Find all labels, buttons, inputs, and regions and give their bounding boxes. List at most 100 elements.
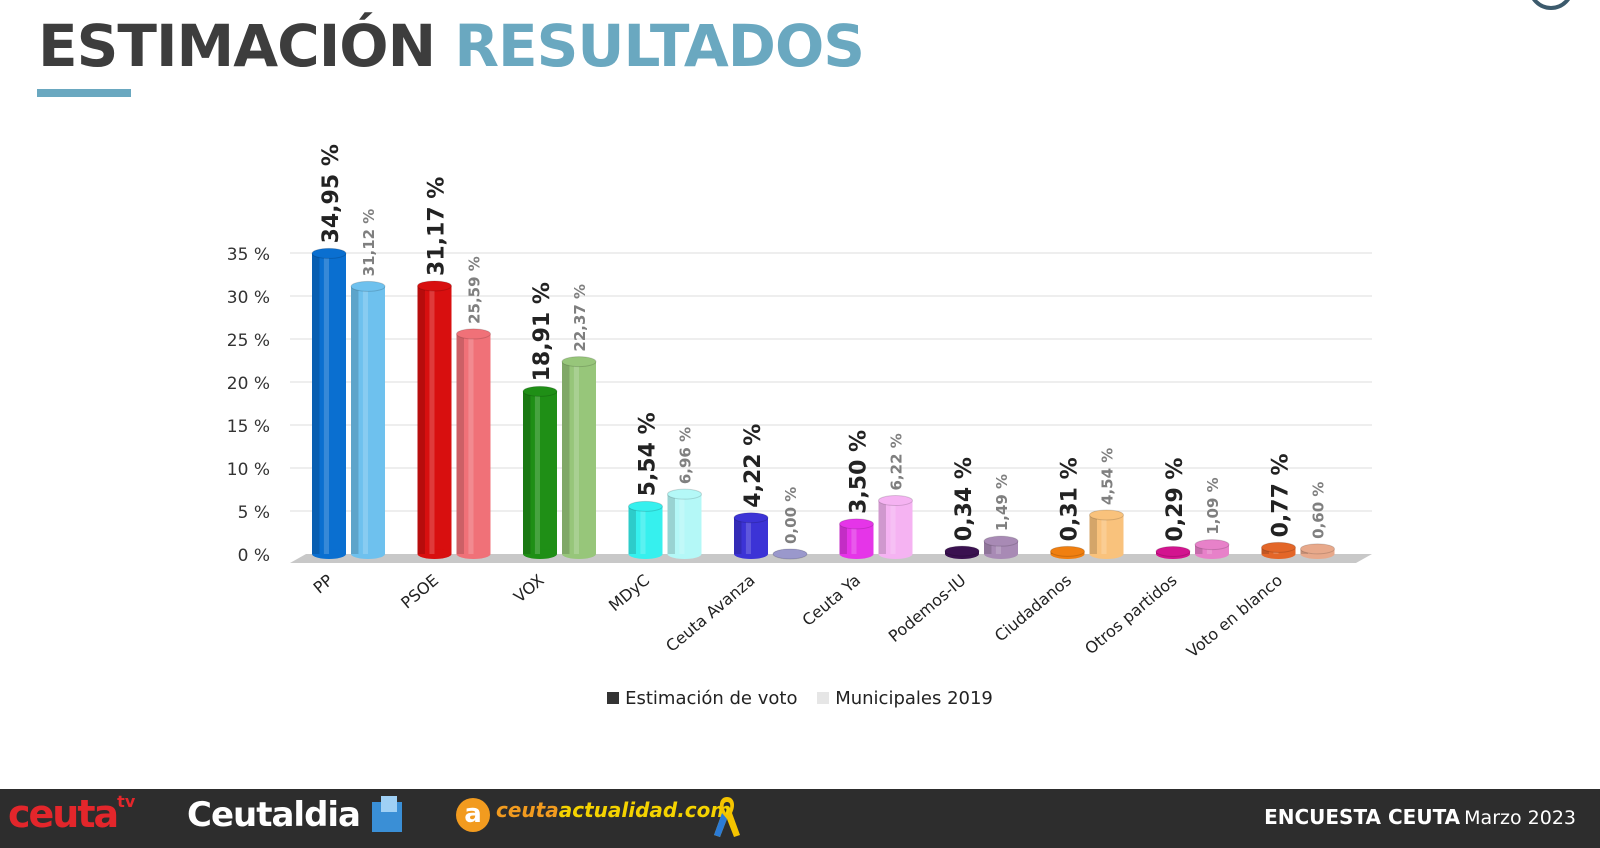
bar-estimacion-shade xyxy=(417,285,425,554)
bar-estimacion xyxy=(1261,541,1296,559)
bar-municipales-top xyxy=(456,328,491,340)
data-label-municipales: 4,54 % xyxy=(1099,448,1117,505)
bar-municipales xyxy=(983,535,1019,559)
bar-municipales-base xyxy=(667,549,702,559)
data-label-municipales: 1,49 % xyxy=(993,474,1011,531)
data-label-estimacion: 0,34 % xyxy=(952,457,977,541)
y-tick-label: 0 % xyxy=(238,546,270,566)
bar-municipales-base xyxy=(1195,549,1229,559)
ceuta-tv-logo: ceutatv xyxy=(8,792,135,836)
bar-municipales-base xyxy=(984,549,1018,559)
bar-estimacion-top xyxy=(733,512,769,524)
y-tick-label: 30 % xyxy=(227,288,270,308)
bar-municipales xyxy=(772,548,808,560)
bar-municipales-shade xyxy=(878,500,886,554)
bar-estimacion-shade xyxy=(1261,547,1269,554)
y-tick-label: 10 % xyxy=(227,460,270,480)
data-label-estimacion: 0,29 % xyxy=(1163,458,1188,542)
bar-estimacion-highlight xyxy=(534,391,540,554)
title-underline xyxy=(37,89,131,97)
bar-municipales-top xyxy=(350,280,386,292)
ceuta-tv-logo-text: ceuta xyxy=(8,792,119,836)
bar-municipales xyxy=(1194,539,1230,559)
legend-swatch-municipales xyxy=(817,692,830,704)
data-label-municipales: 0,60 % xyxy=(1310,482,1328,539)
bar-estimacion-top xyxy=(1155,546,1191,558)
x-tick-label: Voto en blanco xyxy=(1183,571,1286,662)
bar-estimacion-shade xyxy=(839,523,847,554)
bar-estimacion-highlight xyxy=(745,517,751,554)
data-label-estimacion: 4,22 % xyxy=(741,424,766,508)
x-tick-label: MDyC xyxy=(605,571,653,616)
x-tick-label: Podemos-IU xyxy=(885,571,970,646)
legend-item-municipales: Municipales 2019 xyxy=(817,688,993,709)
bar-estimacion-base xyxy=(628,549,663,559)
survey-date: Marzo 2023 xyxy=(1464,807,1576,829)
bar-estimacion xyxy=(733,512,769,559)
bar-estimacion-body xyxy=(734,517,768,554)
bar-estimacion-base xyxy=(312,549,346,559)
x-tick-label: VOX xyxy=(510,570,548,606)
bar-estimacion xyxy=(944,545,980,559)
title-part-resultados: RESULTADOS xyxy=(454,12,865,80)
legend-item-estimacion: Estimación de voto xyxy=(607,688,797,709)
bar-municipales-body xyxy=(878,500,913,554)
data-label-municipales: 1,09 % xyxy=(1204,477,1222,534)
bar-municipales-highlight xyxy=(995,541,1001,554)
data-label-estimacion: 0,77 % xyxy=(1269,453,1294,537)
x-tick-label: Ceuta Avanza xyxy=(662,571,758,656)
ribbon-icon xyxy=(714,797,740,837)
bar-estimacion-shade xyxy=(734,517,742,554)
bar-estimacion xyxy=(628,500,663,559)
x-tick-label: Otros partidos xyxy=(1081,571,1180,659)
bar-municipales-shade xyxy=(562,361,570,554)
y-tick-label: 20 % xyxy=(227,374,270,394)
bar-estimacion-top xyxy=(311,247,347,259)
bar-estimacion-top xyxy=(522,385,558,397)
bar-municipales-top xyxy=(561,356,597,368)
bar-municipales-shade xyxy=(351,286,359,554)
ceutaactualidad-logo: ceutaactualidad.com xyxy=(496,798,731,822)
bar-estimacion xyxy=(839,518,874,559)
data-label-municipales: 0,00 % xyxy=(782,487,800,544)
data-label-estimacion: 0,31 % xyxy=(1058,457,1083,541)
bar-estimacion xyxy=(522,385,558,559)
bar-municipales-shade xyxy=(1089,514,1097,554)
bar-estimacion xyxy=(1155,546,1191,559)
bar-municipales-top xyxy=(667,488,702,500)
bar-municipales xyxy=(878,495,913,559)
bar-estimacion xyxy=(311,247,347,559)
y-tick-label: 15 % xyxy=(227,417,270,437)
bar-estimacion-body xyxy=(628,506,663,554)
y-tick-label: 35 % xyxy=(227,245,270,265)
bar-estimacion-highlight xyxy=(851,523,857,554)
bar-municipales-shade xyxy=(984,541,992,554)
x-tick-label: PSOE xyxy=(397,571,442,613)
bar-municipales-highlight xyxy=(362,286,368,554)
data-label-municipales: 31,12 % xyxy=(360,209,378,277)
bar-municipales xyxy=(456,328,491,559)
bar-municipales xyxy=(350,280,386,559)
data-label-estimacion: 31,17 % xyxy=(425,177,450,276)
bar-municipales-top xyxy=(878,495,913,507)
bar-municipales xyxy=(667,488,702,559)
bar-estimacion-shade xyxy=(523,391,531,554)
ceutaactualidad-logo-part2: actualidad.com xyxy=(558,798,732,822)
bar-municipales-shade xyxy=(456,333,464,554)
bar-chart: 0 % 5 % 10 % 15 % 20 % 25 % 30 % 35 % 34,95 % 31,… xyxy=(227,144,1372,662)
bar-estimacion xyxy=(417,280,452,559)
legend-swatch-estimacion xyxy=(607,692,620,704)
survey-info: ENCUESTA CEUTA Marzo 2023 xyxy=(1264,805,1576,829)
data-label-municipales: 6,22 % xyxy=(888,433,906,490)
data-label-estimacion: 18,91 % xyxy=(530,282,555,381)
bar-municipales-shade xyxy=(1195,544,1203,554)
bar-municipales-base xyxy=(456,549,491,559)
bar-municipales-base xyxy=(562,549,596,559)
bar-municipales-body xyxy=(667,494,702,554)
footer-bar xyxy=(0,789,1600,848)
bar-estimacion-top xyxy=(1050,545,1085,557)
bar-municipales-body xyxy=(1089,514,1124,554)
bar-municipales xyxy=(561,356,597,559)
x-tick-label: PP xyxy=(310,570,337,597)
data-label-estimacion: 3,50 % xyxy=(847,430,872,514)
